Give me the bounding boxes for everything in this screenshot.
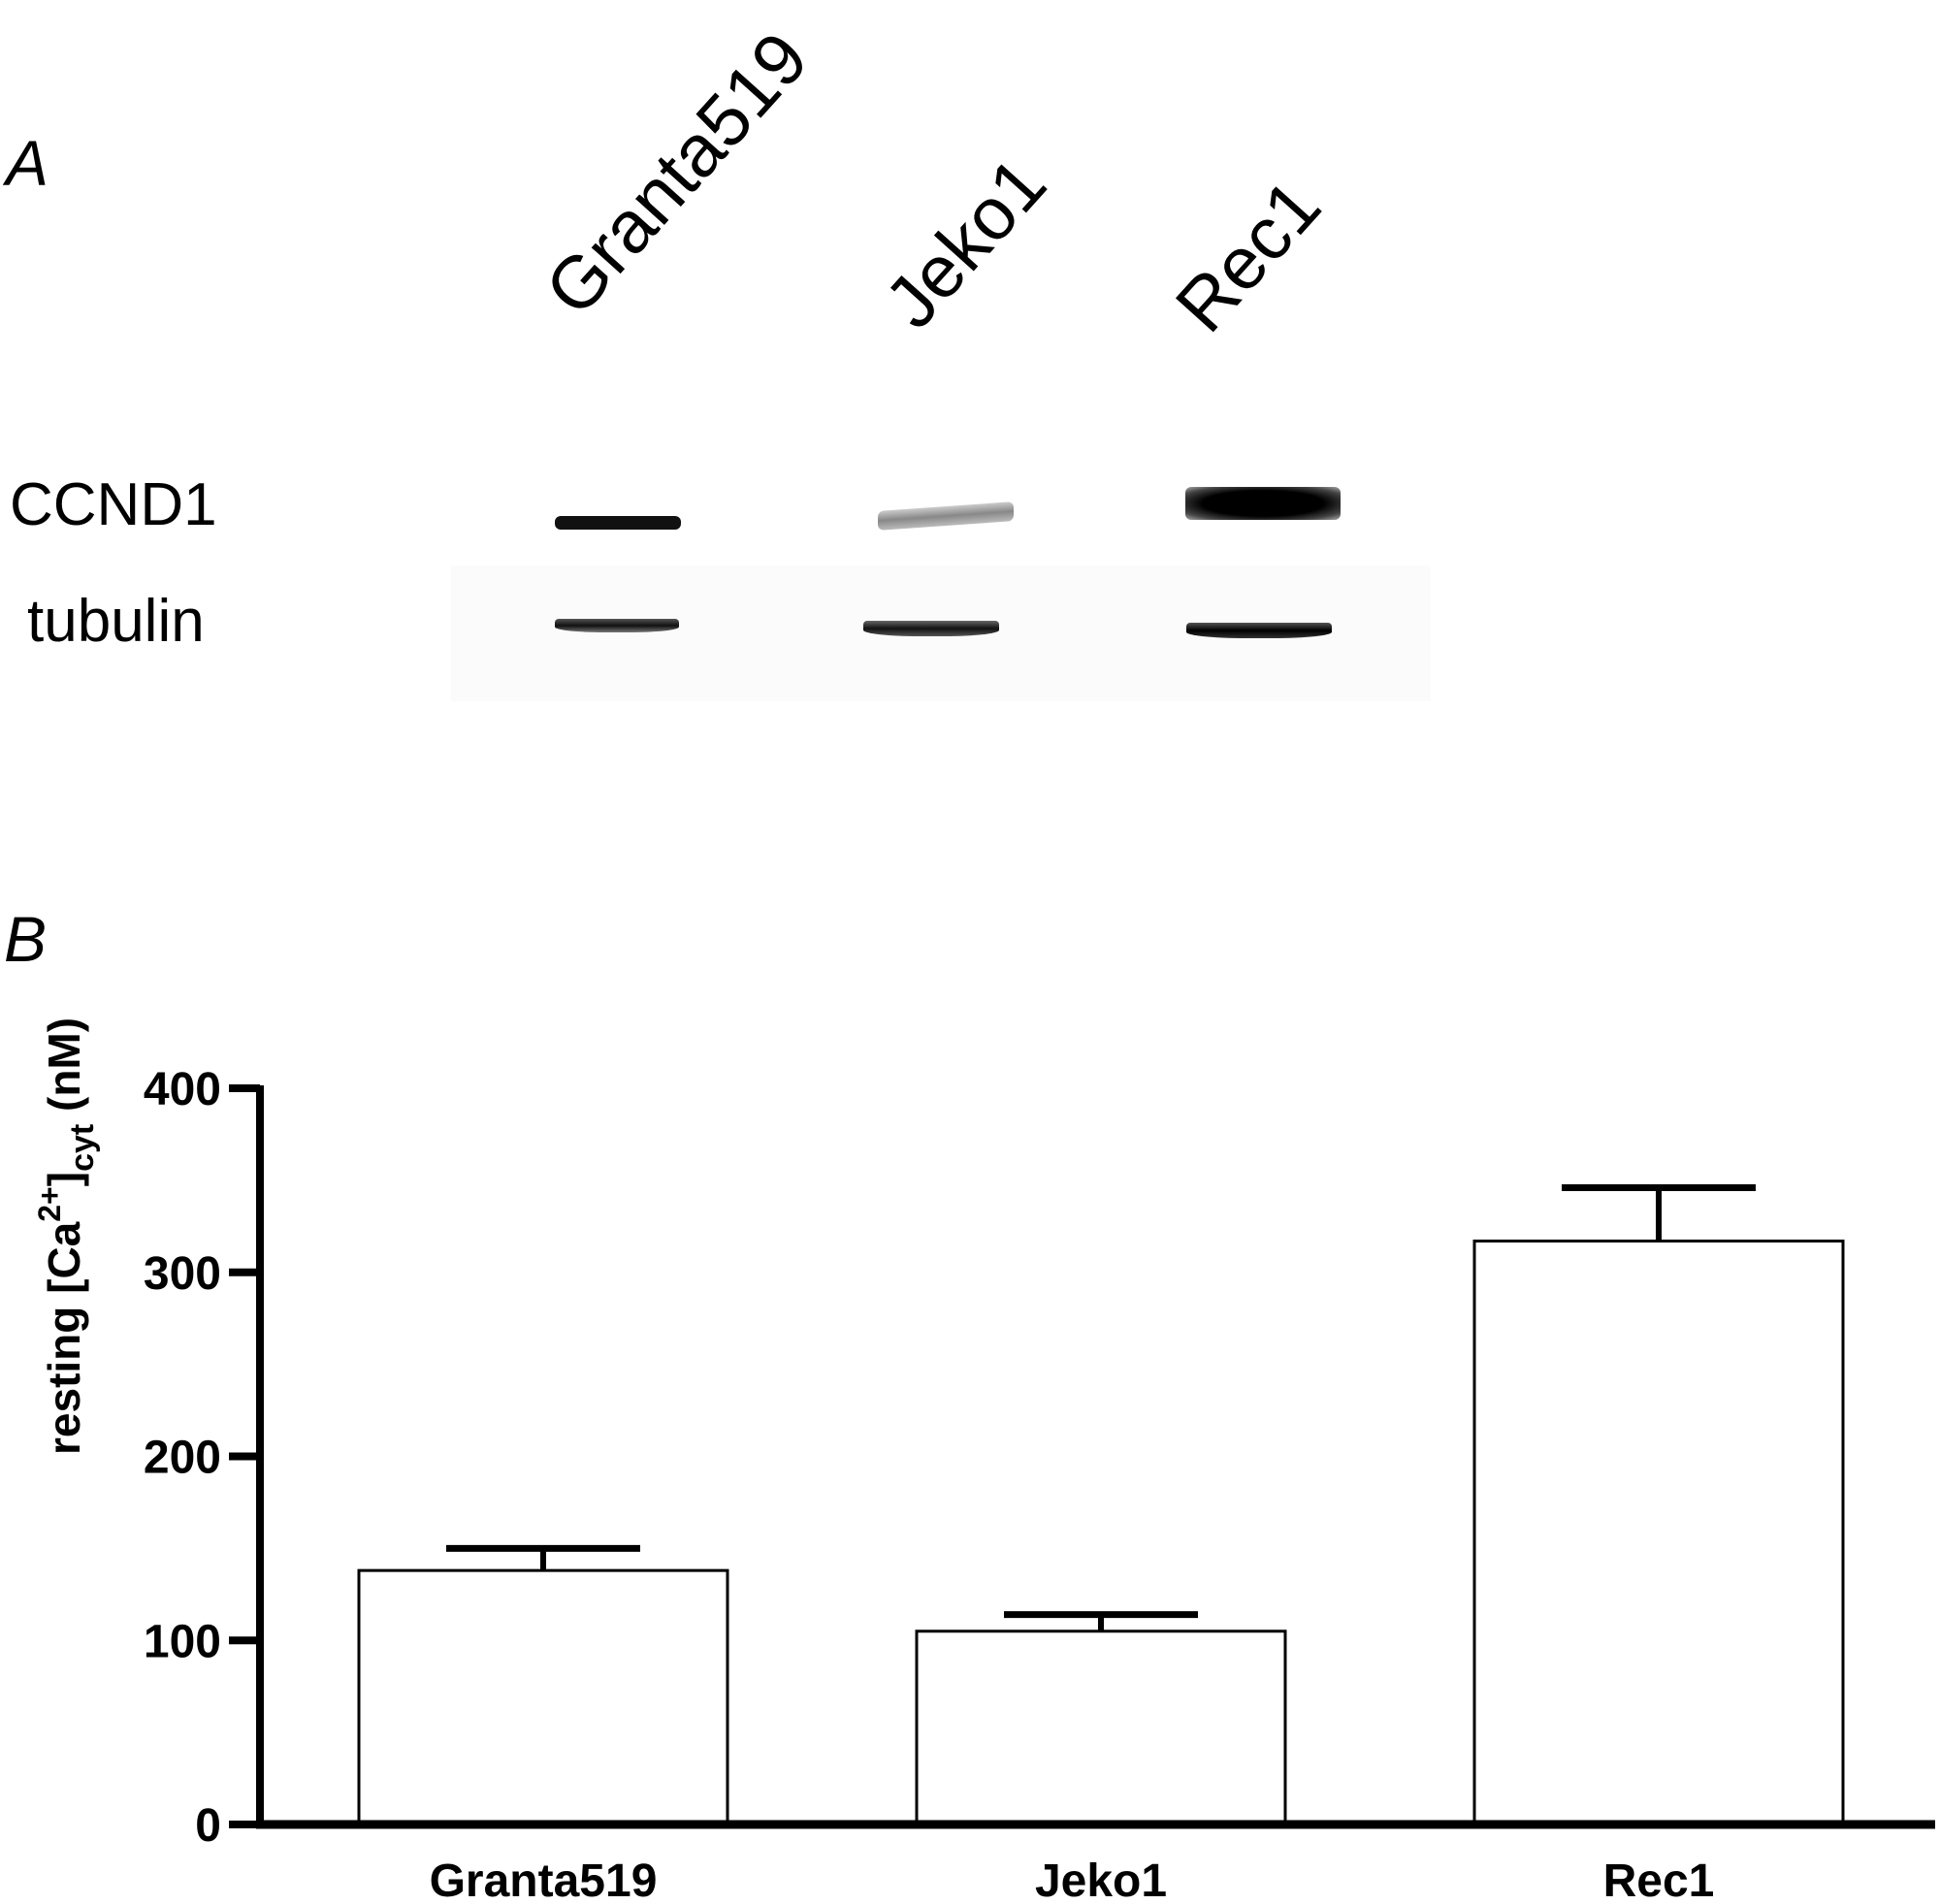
y-tick-label: 0 [195, 1800, 221, 1852]
panel-b-label: B [4, 903, 48, 975]
row-label-tubulin: tubulin [27, 588, 205, 655]
row-label-ccnd1: CCND1 [10, 471, 217, 538]
y-axis: 0 100 200 300 400 [144, 1064, 264, 1852]
band-tubulin-rec1 [1186, 623, 1332, 638]
x-tick-label: Granta519 [430, 1856, 658, 1904]
bar-rec1 [1472, 1183, 1845, 1826]
bar-rect [1472, 1239, 1845, 1826]
y-tick-label: 200 [144, 1433, 221, 1484]
x-axis: Granta519 Jeko1 Rec1 [256, 1820, 1935, 1904]
bar-jeko1 [915, 1611, 1287, 1826]
panel-a-label: A [6, 127, 49, 199]
y-tick-label: 400 [144, 1064, 221, 1115]
y-axis-label: resting [Ca2+]cyt (nM) [32, 1017, 101, 1455]
band-ccnd1-granta519 [555, 516, 681, 530]
band-tubulin-granta519 [555, 619, 679, 632]
y-tick-label: 100 [144, 1616, 221, 1667]
x-tick-label: Jeko1 [1035, 1856, 1167, 1904]
band-tubulin-jeko1 [863, 621, 999, 636]
bars [357, 1183, 1845, 1826]
bar-rect [915, 1630, 1287, 1826]
x-tick-label: Rec1 [1603, 1856, 1715, 1904]
y-tick-label: 300 [144, 1248, 221, 1300]
bar-granta519 [357, 1544, 729, 1826]
bar-rect [357, 1568, 729, 1826]
band-ccnd1-rec1 [1185, 487, 1341, 520]
